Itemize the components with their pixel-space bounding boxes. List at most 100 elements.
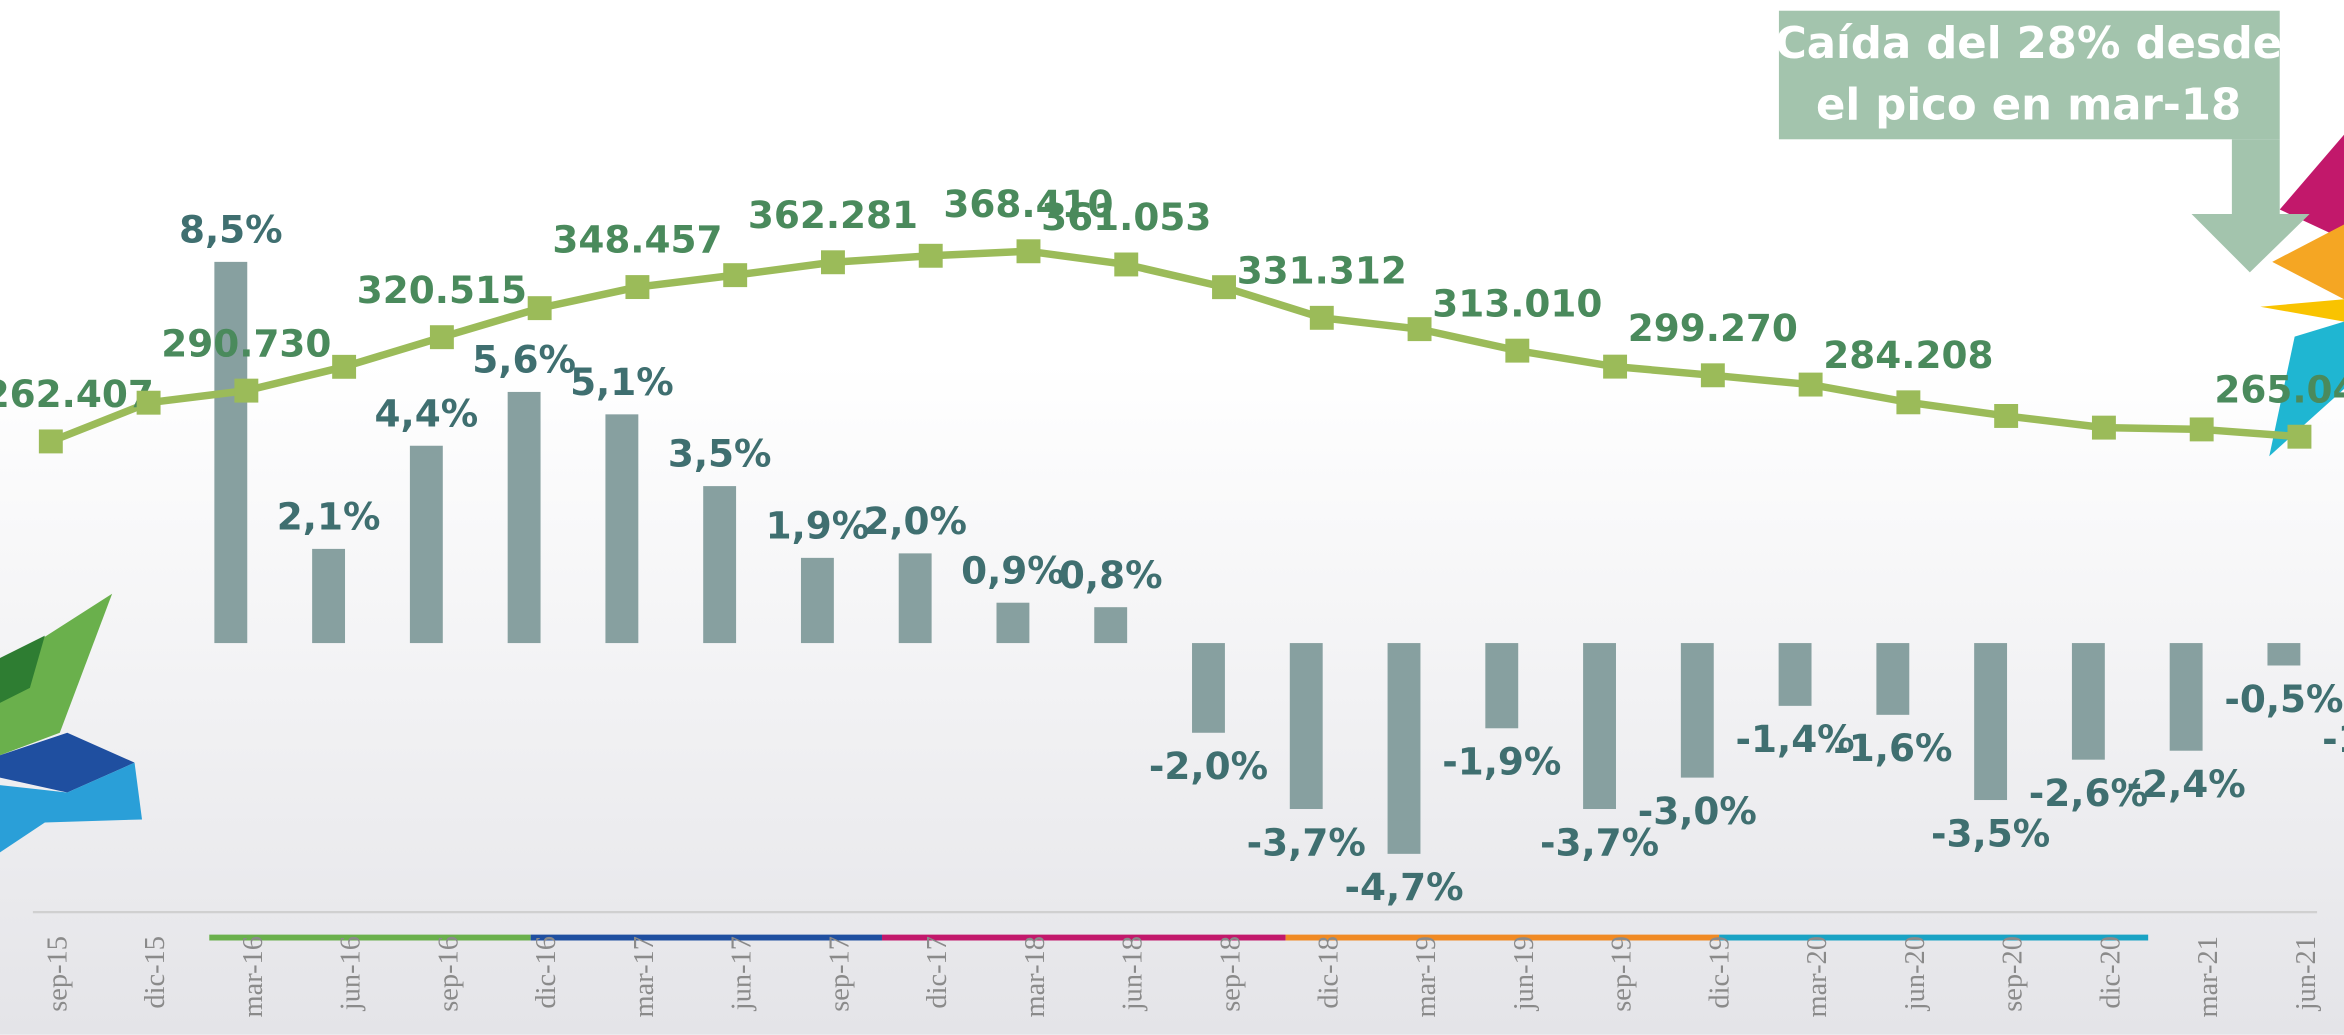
bar-value-label: -3,5% — [1931, 811, 2050, 855]
bar-value-label: -3,7% — [1540, 820, 1659, 864]
bar-value-label: 4,4% — [375, 391, 479, 435]
line-value-label: 320.515 — [357, 268, 527, 312]
bar — [409, 445, 443, 644]
left-logo — [0, 593, 143, 853]
bar — [898, 553, 932, 644]
bar — [800, 557, 834, 644]
x-tick-label: sep-19 — [1607, 936, 1638, 1012]
line-value-label: 262.407 — [0, 372, 154, 416]
bar-value-label: -0,5% — [2224, 677, 2343, 721]
line-value-label: 348.457 — [552, 218, 722, 262]
bar — [1583, 643, 1616, 810]
x-tick-label: mar-18 — [1020, 936, 1051, 1017]
bar-value-label: -2,4% — [2127, 762, 2246, 806]
bar — [507, 391, 541, 644]
marker — [723, 263, 748, 288]
x-tick-label: sep-20 — [1998, 936, 2029, 1012]
marker — [820, 250, 845, 275]
right-logo — [2260, 134, 2344, 457]
marker — [2287, 424, 2312, 449]
bar — [1192, 643, 1225, 733]
bar-value-label: -2,0% — [1149, 744, 1268, 788]
x-tick-label: dic-17 — [922, 936, 953, 1009]
marker — [38, 429, 63, 454]
marker — [625, 275, 650, 300]
marker — [429, 325, 454, 350]
x-tick-label: jun-16 — [336, 936, 367, 1011]
bar-value-label: -1,6% — [1833, 726, 1952, 770]
bar — [1387, 643, 1421, 854]
annotation: Caída del 28% desde el pico en mar-18 — [1775, 10, 2310, 273]
bar-value-label: 0,8% — [1059, 553, 1163, 597]
bar — [996, 602, 1030, 644]
marker — [1212, 275, 1236, 300]
marker — [1896, 390, 1921, 415]
marker — [332, 354, 357, 379]
bar — [1485, 643, 1519, 729]
line-value-label: 265.043 — [2214, 367, 2344, 411]
bar-value-label: -3,7% — [1247, 820, 1366, 864]
bar — [1680, 643, 1714, 778]
bar-value-label: 3,5% — [668, 432, 772, 476]
marker — [527, 296, 552, 321]
bar — [1876, 643, 1910, 715]
bar-value-label: 5,1% — [570, 360, 674, 404]
bar — [605, 414, 639, 644]
x-tick-label: jun-20 — [1900, 936, 1931, 1011]
bar — [1094, 607, 1128, 644]
annotation-text: Caída del 28% desde — [1775, 19, 2282, 69]
x-tick-label: mar-17 — [629, 936, 660, 1017]
line-value-label: 368.410 — [943, 182, 1113, 226]
marker — [1407, 317, 1432, 342]
marker — [1309, 305, 1334, 330]
line-value-label: 362.281 — [748, 193, 918, 237]
line-value-label: 299.270 — [1628, 306, 1798, 350]
line-value-label: 331.312 — [1237, 248, 1407, 292]
x-tick-label: dic-19 — [1704, 936, 1735, 1009]
line — [49, 247, 2300, 445]
marker — [1505, 338, 1530, 363]
line-value-label: 361.053 — [1041, 195, 1211, 239]
bar-value-label: 0,9% — [961, 548, 1065, 592]
x-tick-label: jun-18 — [1118, 936, 1149, 1011]
annotation-text: el pico en mar-18 — [1816, 80, 2241, 130]
bar — [214, 261, 248, 644]
bar-value-label: 2,1% — [277, 494, 381, 538]
bar-value-label: -3,0% — [1638, 789, 1757, 833]
x-tick-label: mar-21 — [2193, 936, 2224, 1017]
marker — [2091, 415, 2116, 440]
marker — [1114, 252, 1139, 277]
bar — [1778, 643, 1812, 706]
marker — [1798, 372, 1823, 397]
bar-value-label: 1,9% — [766, 503, 870, 547]
marker — [234, 378, 259, 403]
bar-value-label: 8,5% — [179, 207, 283, 251]
x-tick-label: sep-16 — [433, 936, 464, 1012]
x-tick-label: sep-17 — [824, 936, 855, 1012]
x-tick-label: jun-19 — [1509, 936, 1540, 1011]
bar — [2267, 643, 2301, 666]
bar-value-label: -2,6% — [2029, 771, 2148, 815]
marker — [1700, 363, 1725, 388]
line-value-label: 284.208 — [1823, 333, 1993, 377]
x-tick-label: sep-18 — [1216, 936, 1247, 1012]
x-tick-label: jun-17 — [727, 936, 758, 1011]
x-tick-label: mar-16 — [238, 936, 269, 1017]
bar-value-label: 5,6% — [472, 338, 576, 382]
marker — [1603, 354, 1628, 379]
bar — [703, 486, 737, 644]
x-tick-label: dic-15 — [140, 936, 171, 1009]
x-tick-label: mar-19 — [1411, 936, 1442, 1017]
x-tick-label: jun-21 — [2291, 936, 2322, 1011]
x-tick-label: sep-15 — [42, 936, 73, 1012]
x-tick-label: dic-16 — [531, 936, 562, 1009]
bar — [1289, 643, 1323, 810]
marker — [1994, 404, 2019, 428]
bar — [2169, 643, 2203, 751]
bar-value-label: -4,7% — [1344, 865, 1463, 909]
line-value-label: 313.010 — [1432, 281, 1602, 325]
x-tick-label: dic-18 — [1313, 936, 1344, 1009]
bar — [1974, 643, 2008, 801]
